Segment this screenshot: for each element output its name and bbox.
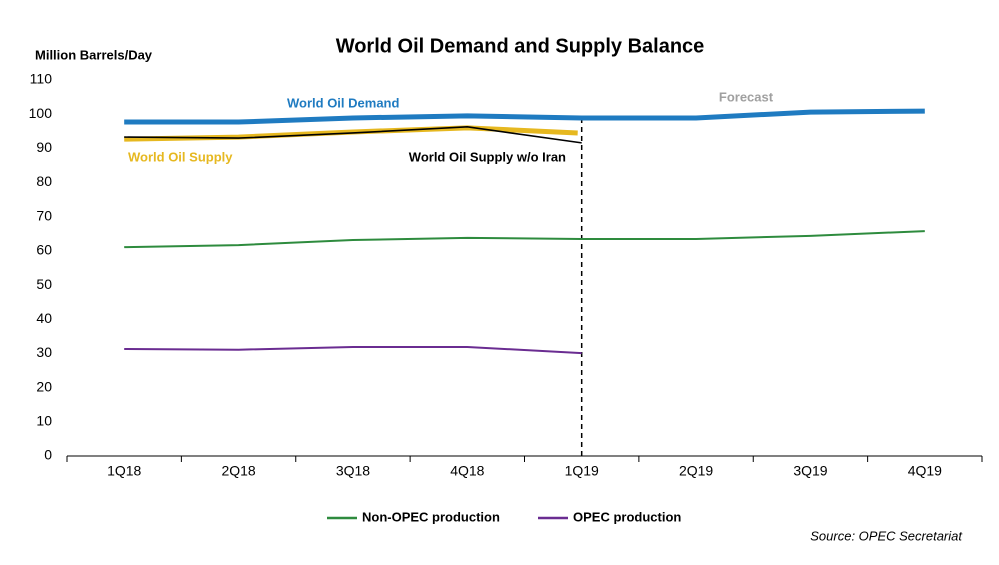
- series-line: [124, 126, 582, 144]
- y-tick-label: 80: [36, 173, 52, 189]
- x-tick-label: 2Q19: [679, 463, 713, 479]
- series-label: World Oil Supply w/o Iran: [409, 149, 566, 164]
- series-line: [124, 230, 925, 249]
- y-tick-label: 110: [30, 71, 53, 87]
- y-tick-label: 60: [36, 242, 52, 258]
- y-tick-label: 90: [36, 139, 52, 155]
- chart-title: World Oil Demand and Supply Balance: [336, 35, 705, 57]
- y-tick-label: 70: [36, 207, 52, 223]
- y-tick-label: 20: [36, 378, 52, 394]
- series-line: [124, 345, 582, 355]
- y-tick-label: 100: [29, 105, 53, 121]
- y-tick-label: 30: [36, 344, 52, 360]
- series-label: World Oil Demand: [287, 95, 399, 110]
- series-line: [124, 108, 925, 125]
- x-tick-label: 1Q19: [565, 463, 599, 479]
- x-tick-label: 2Q18: [221, 463, 255, 479]
- forecast-label: Forecast: [719, 89, 774, 104]
- x-tick-label: 3Q18: [336, 463, 370, 479]
- y-tick-label: 40: [36, 310, 52, 326]
- y-tick-label: 50: [36, 276, 52, 292]
- y-axis-label: Million Barrels/Day: [35, 47, 153, 62]
- x-tick-label: 3Q19: [793, 463, 827, 479]
- y-tick-label: 0: [44, 447, 52, 463]
- x-tick-label: 4Q18: [450, 463, 484, 479]
- legend-label: Non-OPEC production: [362, 509, 500, 524]
- series-label: World Oil Supply: [128, 149, 233, 164]
- legend-label: OPEC production: [573, 509, 681, 524]
- x-tick-label: 4Q19: [908, 463, 942, 479]
- y-tick-label: 10: [36, 413, 52, 429]
- source: Source: OPEC Secretariat: [810, 528, 963, 543]
- x-tick-label: 1Q18: [107, 463, 141, 479]
